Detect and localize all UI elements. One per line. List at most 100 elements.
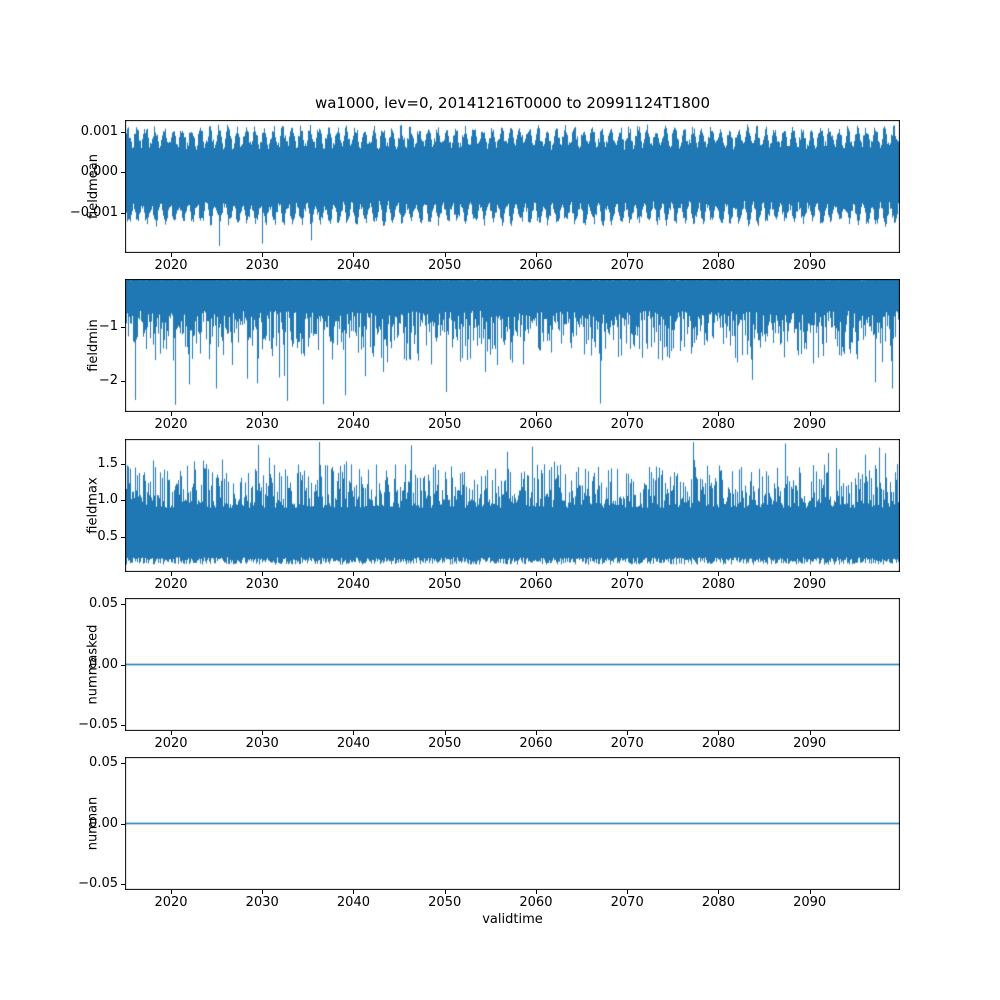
fieldmax-xtick-mark <box>262 572 264 576</box>
fieldmax-xtick-mark <box>809 572 811 576</box>
numnan-xtick-mark <box>262 890 264 894</box>
fieldmean-xtick-label: 2040 <box>336 258 370 273</box>
fieldmin-ytick-label: −1 <box>98 319 118 334</box>
nummasked-xtick-mark <box>262 731 264 735</box>
nummasked-xtick-label: 2040 <box>336 736 370 751</box>
fieldmean-xtick-mark <box>170 253 172 257</box>
numnan-xtick-mark <box>718 890 720 894</box>
fieldmax-ytick-mark <box>121 536 125 538</box>
fieldmean-xtick-mark <box>718 253 720 257</box>
fieldmean-plot <box>125 120 900 253</box>
fieldmin-xtick-label: 2050 <box>428 417 462 432</box>
fieldmin-xtick-mark <box>444 412 446 416</box>
nummasked-ytick-label: −0.05 <box>78 716 118 732</box>
fieldmax-xtick-mark <box>444 572 446 576</box>
fieldmin-xtick-mark <box>353 412 355 416</box>
fieldmax-ytick-mark <box>121 463 125 465</box>
numnan-xtick-mark <box>170 890 172 894</box>
fieldmin-ytick-label: −2 <box>98 373 118 388</box>
fieldmean-xtick-mark <box>262 253 264 257</box>
fieldmax-ytick-label: 0.5 <box>97 528 118 544</box>
fieldmax-ytick-label: 1.5 <box>97 455 118 471</box>
fieldmax-xtick-mark <box>627 572 629 576</box>
nummasked-ytick-mark <box>121 724 125 726</box>
numnan-xtick-label: 2030 <box>245 895 279 910</box>
fieldmax-xtick-label: 2080 <box>701 577 735 592</box>
numnan-ytick-mark <box>121 823 125 825</box>
fieldmax-xtick-mark <box>535 572 537 576</box>
fieldmax-xtick-mark <box>718 572 720 576</box>
nummasked-xtick-label: 2020 <box>154 736 188 751</box>
fieldmean-ytick-label: 0.001 <box>80 124 118 140</box>
nummasked-xtick-label: 2090 <box>793 736 827 751</box>
fieldmean-ytick-mark <box>121 212 125 214</box>
nummasked-ytick-label: 0.00 <box>89 656 118 672</box>
fieldmin-xtick-label: 2020 <box>154 417 188 432</box>
fieldmin-xtick-mark <box>170 412 172 416</box>
fieldmin-xtick-label: 2030 <box>245 417 279 432</box>
fieldmax-plot <box>125 439 900 572</box>
nummasked-xtick-mark <box>535 731 537 735</box>
nummasked-xtick-mark <box>718 731 720 735</box>
numnan-xtick-mark <box>444 890 446 894</box>
fieldmin-plot <box>125 279 900 412</box>
nummasked-xtick-mark <box>809 731 811 735</box>
fieldmin-xtick-label: 2040 <box>336 417 370 432</box>
fieldmean-axis-label: fieldmean <box>85 154 101 219</box>
nummasked-xtick-label: 2060 <box>519 736 553 751</box>
nummasked-ytick-mark <box>121 604 125 606</box>
fieldmin-xtick-label: 2060 <box>519 417 553 432</box>
fieldmin-ytick-mark <box>121 381 125 382</box>
numnan-xtick-label: 2060 <box>519 895 553 910</box>
nummasked-xtick-label: 2070 <box>610 736 644 751</box>
fieldmean-xtick-label: 2050 <box>428 258 462 273</box>
fieldmean-ytick-label: −0.001 <box>69 204 118 220</box>
fieldmin-xtick-mark <box>809 412 811 416</box>
numnan-xtick-mark <box>627 890 629 894</box>
numnan-xtick-label: 2090 <box>793 895 827 910</box>
nummasked-xtick-mark <box>170 731 172 735</box>
fieldmin-xtick-label: 2090 <box>793 417 827 432</box>
numnan-xtick-mark <box>809 890 811 894</box>
nummasked-xtick-label: 2050 <box>428 736 462 751</box>
fieldmax-xtick-label: 2070 <box>610 577 644 592</box>
fieldmax-xtick-label: 2060 <box>519 577 553 592</box>
fieldmean-ytick-label: 0.000 <box>80 164 118 180</box>
nummasked-ytick-mark <box>121 664 125 666</box>
fieldmax-xtick-label: 2090 <box>793 577 827 592</box>
fieldmax-xtick-mark <box>170 572 172 576</box>
fieldmin-xtick-mark <box>535 412 537 416</box>
fieldmin-xtick-mark <box>718 412 720 416</box>
fieldmin-xtick-mark <box>627 412 629 416</box>
fieldmean-xtick-mark <box>444 253 446 257</box>
numnan-ytick-mark <box>121 763 125 765</box>
numnan-xtick-mark <box>535 890 537 894</box>
fieldmean-xtick-label: 2020 <box>154 258 188 273</box>
fieldmean-ytick-mark <box>121 172 125 174</box>
fieldmean-xtick-label: 2080 <box>701 258 735 273</box>
fieldmean-xtick-label: 2090 <box>793 258 827 273</box>
numnan-xtick-label: 2080 <box>701 895 735 910</box>
fieldmean-xtick-mark <box>353 253 355 257</box>
numnan-xtick-label: 2070 <box>610 895 644 910</box>
fieldmean-xtick-label: 2030 <box>245 258 279 273</box>
fieldmin-xtick-mark <box>262 412 264 416</box>
fieldmax-ytick-label: 1.0 <box>97 492 118 508</box>
fieldmean-xtick-label: 2070 <box>610 258 644 273</box>
fieldmean-xtick-mark <box>535 253 537 257</box>
fieldmax-xtick-label: 2030 <box>245 577 279 592</box>
nummasked-xtick-mark <box>444 731 446 735</box>
nummasked-plot <box>125 598 900 731</box>
x-axis-label: validtime <box>482 912 543 927</box>
fieldmin-axis-label: fieldmin <box>85 319 101 372</box>
nummasked-xtick-label: 2030 <box>245 736 279 751</box>
numnan-ytick-label: −0.05 <box>78 875 118 891</box>
fieldmin-xtick-label: 2080 <box>701 417 735 432</box>
numnan-ytick-label: 0.05 <box>89 755 118 771</box>
fieldmean-ytick-mark <box>121 132 125 134</box>
fieldmax-ytick-mark <box>121 500 125 502</box>
nummasked-ytick-label: 0.05 <box>89 596 118 612</box>
numnan-xtick-mark <box>353 890 355 894</box>
fieldmin-xtick-label: 2070 <box>610 417 644 432</box>
numnan-ytick-mark <box>121 883 125 885</box>
